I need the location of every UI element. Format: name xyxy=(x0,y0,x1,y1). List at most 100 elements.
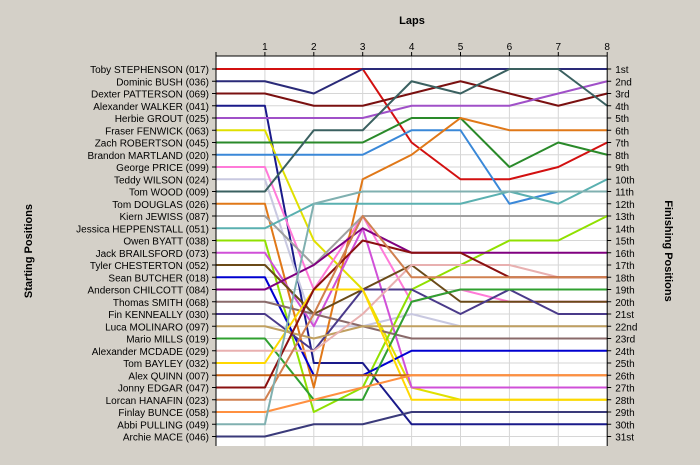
finishing-position-label: 23rd xyxy=(615,335,635,346)
finishing-position-label: 8th xyxy=(615,151,629,162)
series-line xyxy=(216,104,608,426)
x-tick-label: 5 xyxy=(458,42,464,53)
series-line xyxy=(216,117,608,389)
x-tick-label: 1 xyxy=(262,42,268,53)
series-lines xyxy=(216,68,608,438)
finishing-position-label: 16th xyxy=(615,249,634,260)
series-line xyxy=(216,288,608,401)
starting-position-label: Brandon MARTLAND (020) xyxy=(87,151,209,162)
series-line xyxy=(216,129,608,205)
series-line xyxy=(216,68,608,193)
finishing-position-label: 29th xyxy=(615,408,634,419)
starting-position-label: Jessica HEPPENSTALL (051) xyxy=(76,224,209,235)
starting-position-label: Kiern JEWISS (087) xyxy=(120,212,209,223)
finishing-position-label: 18th xyxy=(615,273,634,284)
starting-position-label: Tom DOUGLAS (026) xyxy=(112,200,209,211)
starting-position-label: Mario MILLS (019) xyxy=(126,335,209,346)
finishing-position-label: 2nd xyxy=(615,77,632,88)
finishing-position-label: 5th xyxy=(615,114,629,125)
starting-position-label: Fraser FENWICK (063) xyxy=(105,126,209,137)
x-tick-label: 3 xyxy=(360,42,366,53)
x-tick-label: 4 xyxy=(409,42,415,53)
x-tick-label: 2 xyxy=(311,42,317,53)
series-line xyxy=(216,300,608,340)
starting-position-label: Thomas SMITH (068) xyxy=(113,298,209,309)
finishing-position-label: 7th xyxy=(615,139,629,150)
starting-position-label: George PRICE (099) xyxy=(116,163,209,174)
series-line xyxy=(216,227,608,389)
finishing-position-label: 6th xyxy=(615,126,629,137)
series-line xyxy=(216,190,608,426)
starting-position-label: Owen BYATT (038) xyxy=(123,237,209,248)
starting-position-label: Alex QUINN (007) xyxy=(128,371,209,382)
starting-position-label: Lorcan HANAFIN (023) xyxy=(106,396,209,407)
finishing-position-label: 4th xyxy=(615,102,629,113)
finishing-position-label: 19th xyxy=(615,286,634,297)
finishing-position-label: 17th xyxy=(615,261,634,272)
series-line xyxy=(216,80,608,107)
starting-position-label: Tyler CHESTERTON (052) xyxy=(90,261,209,272)
finishing-position-label: 22nd xyxy=(615,322,637,333)
series-line xyxy=(216,68,608,181)
starting-position-label: Alexander WALKER (041) xyxy=(93,102,209,113)
finishing-position-label: 15th xyxy=(615,237,634,248)
starting-position-label: Alexander MCDADE (029) xyxy=(92,347,209,358)
starting-position-label: Finlay BUNCE (058) xyxy=(118,408,209,419)
series-line xyxy=(216,215,608,266)
x-tick-labels: 1 2 3 4 5 6 7 8 xyxy=(262,42,610,53)
finishing-position-label: 1st xyxy=(615,65,629,76)
finishing-position-label: 12th xyxy=(615,200,634,211)
starting-position-label: Toby STEPHENSON (017) xyxy=(90,65,209,76)
starting-position-label: Zach ROBERTSON (045) xyxy=(95,139,209,150)
series-line xyxy=(216,178,608,230)
finishing-position-label: 10th xyxy=(615,175,634,186)
starting-position-label: Dexter PATTERSON (069) xyxy=(91,90,209,101)
finishing-position-label: 26th xyxy=(615,371,634,382)
finishing-position-label: 21st xyxy=(615,310,634,321)
starting-position-label: Jack BRAILSFORD (073) xyxy=(96,249,209,260)
starting-position-label: Luca MOLINARO (097) xyxy=(105,322,209,333)
starting-position-label: Archie MACE (046) xyxy=(123,433,209,444)
series-line xyxy=(216,325,608,340)
left-axis-title: Starting Positions xyxy=(23,204,35,298)
series-line xyxy=(216,80,608,119)
starting-position-label: Tom WOOD (009) xyxy=(129,188,209,199)
starting-position-label: Tom BAYLEY (032) xyxy=(123,359,209,370)
finishing-position-label: 13th xyxy=(615,212,634,223)
starting-position-label: Jonny EDGAR (047) xyxy=(118,384,209,395)
finishing-position-label: 24th xyxy=(615,347,634,358)
right-axis-title: Finishing Positions xyxy=(662,200,674,301)
finishing-position-label: 28th xyxy=(615,396,634,407)
series-line xyxy=(216,117,608,168)
series-line xyxy=(216,276,608,377)
finishing-position-label: 25th xyxy=(615,359,634,370)
starting-position-label: Fin KENNEALLY (030) xyxy=(108,310,209,321)
x-axis-title: Laps xyxy=(399,15,425,27)
starting-position-label: Anderson CHILCOTT (084) xyxy=(87,286,209,297)
starting-position-label: Sean BUTCHER (018) xyxy=(108,273,209,284)
axes xyxy=(212,52,612,446)
starting-position-label: Herbie GROUT (025) xyxy=(115,114,209,125)
series-line xyxy=(216,288,608,401)
starting-position-labels: Toby STEPHENSON (017)Dominic BUSH (036) D… xyxy=(76,65,209,444)
finishing-position-label: 9th xyxy=(615,163,629,174)
finishing-position-label: 27th xyxy=(615,384,634,395)
starting-position-label: Abbi PULLING (049) xyxy=(117,420,209,431)
finishing-position-label: 30th xyxy=(615,420,634,431)
series-line xyxy=(216,411,608,438)
finishing-position-label: 14th xyxy=(615,224,634,235)
x-tick-label: 6 xyxy=(507,42,513,53)
finishing-position-label: 31st xyxy=(615,433,634,444)
finishing-position-labels: 1st2nd3rd4th5th6th7th8th9th10th11th12th1… xyxy=(615,65,637,444)
finishing-position-label: 3rd xyxy=(615,90,629,101)
starting-position-label: Teddy WILSON (024) xyxy=(114,175,209,186)
starting-position-label: Dominic BUSH (036) xyxy=(116,77,209,88)
finishing-position-label: 11th xyxy=(615,188,634,199)
series-line xyxy=(216,374,608,413)
series-line xyxy=(216,215,608,401)
finishing-position-label: 20th xyxy=(615,298,634,309)
series-line xyxy=(216,288,608,352)
x-tick-label: 8 xyxy=(604,42,610,53)
x-tick-label: 7 xyxy=(556,42,562,53)
